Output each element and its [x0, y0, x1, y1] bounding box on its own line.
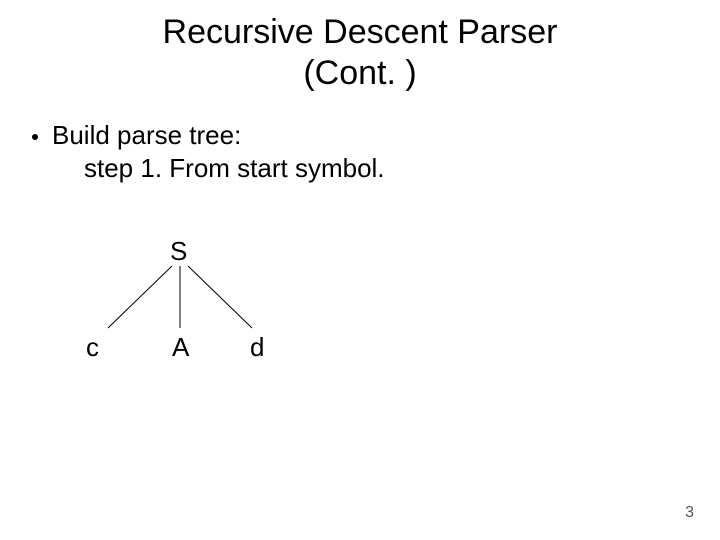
bullet-item: Build parse tree:: [32, 120, 720, 151]
parse-tree: S c A d: [80, 236, 380, 416]
page-number: 3: [685, 504, 694, 522]
slide-title-line1: Recursive Descent Parser: [0, 12, 720, 53]
tree-node-root: S: [170, 236, 187, 267]
tree-node-child: c: [86, 332, 99, 363]
tree-node-child: d: [250, 332, 264, 363]
bullet-dot-icon: [32, 134, 38, 140]
bullet-text: Build parse tree:: [52, 120, 241, 151]
tree-node-child: A: [172, 332, 189, 363]
slide-title-line2: (Cont. ): [0, 53, 720, 94]
step-text: step 1. From start symbol.: [32, 151, 720, 184]
tree-edges: [80, 236, 380, 416]
